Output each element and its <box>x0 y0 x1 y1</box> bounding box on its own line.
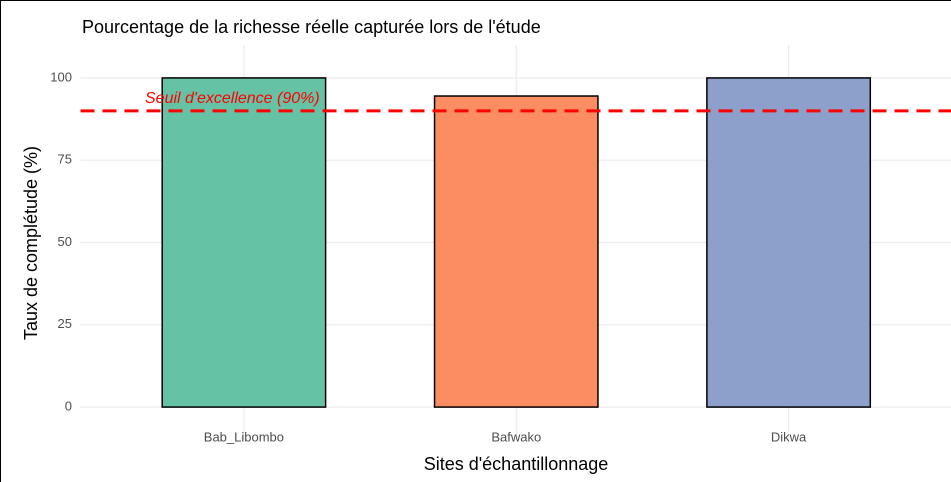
y-tick-label: 0 <box>65 399 72 414</box>
y-axis-title: Taux de complétude (%) <box>21 146 41 340</box>
y-tick-label: 75 <box>58 152 72 167</box>
y-tick-label: 50 <box>58 234 72 249</box>
bar <box>433 95 599 408</box>
bar <box>161 77 327 408</box>
chart-title: Pourcentage de la richesse réelle captur… <box>82 17 541 37</box>
y-tick-label: 100 <box>50 69 72 84</box>
threshold-label: Seuil d'excellence (90%) <box>145 90 320 107</box>
x-tick-label: Dikwa <box>771 429 807 444</box>
x-axis-title: Sites d'échantillonnage <box>424 454 609 474</box>
y-tick-label: 25 <box>58 316 72 331</box>
x-tick-label: Bab_Libombo <box>204 429 284 444</box>
x-tick-label: Bafwako <box>491 429 541 444</box>
bar <box>706 77 872 408</box>
